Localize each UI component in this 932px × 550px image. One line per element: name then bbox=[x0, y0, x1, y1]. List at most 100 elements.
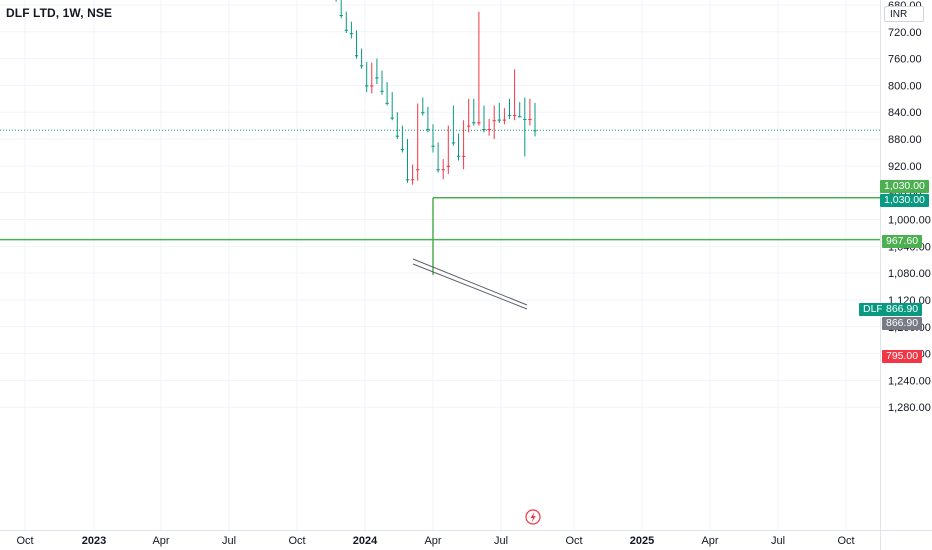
candle bbox=[395, 112, 399, 140]
candle-body bbox=[523, 118, 527, 120]
candle-body bbox=[533, 130, 537, 132]
y-tick-label: 840.00 bbox=[888, 107, 922, 119]
x-tick-label: Jul bbox=[771, 535, 785, 547]
candle bbox=[410, 164, 415, 185]
candle bbox=[421, 97, 425, 116]
y-tick-label: 1,280.00 bbox=[888, 402, 931, 414]
candle-body bbox=[446, 165, 450, 167]
candle-body bbox=[461, 155, 466, 157]
trendline-upper[interactable] bbox=[412, 258, 528, 306]
candle-body bbox=[395, 135, 399, 137]
candle-body bbox=[482, 128, 486, 130]
candle bbox=[456, 133, 461, 161]
y-tick-label: 1,240.00 bbox=[888, 375, 931, 387]
x-tick-label: 2025 bbox=[630, 535, 654, 547]
x-tick-label: Jul bbox=[222, 535, 236, 547]
candle bbox=[472, 98, 476, 126]
candle bbox=[405, 139, 410, 183]
candle-body bbox=[375, 77, 379, 79]
candle bbox=[370, 62, 374, 94]
candle bbox=[497, 102, 501, 123]
candle-body bbox=[487, 128, 491, 130]
x-tick-label: Jul bbox=[494, 535, 508, 547]
candle bbox=[335, 0, 337, 2]
candle bbox=[426, 106, 430, 133]
x-tick-label: Apr bbox=[701, 535, 718, 547]
x-tick-label: Oct bbox=[837, 535, 854, 547]
target-price-badge: 1,030.00 bbox=[880, 180, 929, 193]
candle-body bbox=[405, 179, 410, 181]
candle-body bbox=[477, 122, 481, 124]
candle-body bbox=[421, 112, 425, 114]
candle-body bbox=[456, 155, 461, 157]
currency-button[interactable]: INR bbox=[884, 6, 924, 22]
candle bbox=[349, 21, 354, 39]
candle-body bbox=[365, 85, 369, 87]
candle-body bbox=[528, 118, 532, 120]
x-tick-label: Oct bbox=[16, 535, 33, 547]
candle bbox=[436, 142, 440, 173]
candle-body bbox=[497, 119, 501, 121]
candle bbox=[518, 102, 522, 118]
candle bbox=[416, 103, 420, 181]
price-axis[interactable]: 560.00600.00640.00680.00720.00760.00800.… bbox=[880, 0, 931, 550]
candle bbox=[431, 124, 435, 153]
candle bbox=[482, 105, 486, 133]
candle bbox=[523, 97, 527, 157]
candle bbox=[467, 98, 471, 133]
candle bbox=[461, 120, 466, 170]
candle-body bbox=[410, 179, 415, 181]
candle-body bbox=[451, 142, 456, 144]
candle-body bbox=[416, 169, 420, 171]
x-tick-label: 2023 bbox=[82, 535, 106, 547]
candle-body bbox=[492, 120, 496, 122]
candle-body bbox=[349, 33, 354, 35]
candle-body bbox=[380, 90, 384, 92]
candle bbox=[528, 98, 532, 126]
candle bbox=[446, 125, 450, 174]
drawing-lines[interactable] bbox=[0, 129, 880, 310]
candle-body bbox=[400, 149, 405, 151]
x-tick-label: Oct bbox=[565, 535, 582, 547]
candle-body bbox=[426, 128, 430, 130]
y-tick-label: 920.00 bbox=[888, 161, 922, 173]
y-tick-label: 720.00 bbox=[888, 27, 922, 39]
y-tick-label: 880.00 bbox=[888, 134, 922, 146]
symbol-title[interactable]: DLF LTD, 1W, NSE bbox=[6, 6, 113, 20]
candle bbox=[487, 118, 491, 136]
candle-body bbox=[507, 114, 512, 116]
trendline-lower[interactable] bbox=[412, 263, 528, 310]
candle bbox=[380, 70, 384, 95]
x-tick-label: Apr bbox=[152, 535, 169, 547]
x-tick-label: 2024 bbox=[353, 535, 378, 547]
candles bbox=[335, 0, 537, 185]
candle bbox=[533, 102, 537, 137]
symbol-badge: DLF bbox=[859, 303, 887, 316]
candle bbox=[441, 159, 445, 180]
candle-body bbox=[472, 122, 476, 124]
time-axis[interactable]: Oct 2023 Apr Jul Oct 2024 Apr Jul Oct 2025 Apr Jul O… bbox=[0, 530, 932, 548]
candle-body bbox=[370, 85, 374, 87]
y-tick-label: 800.00 bbox=[888, 80, 922, 92]
lightning-icon[interactable] bbox=[525, 509, 541, 525]
x-tick-label: Oct bbox=[288, 535, 305, 547]
candle bbox=[385, 82, 389, 106]
candle-body bbox=[518, 116, 522, 118]
candle bbox=[492, 105, 496, 140]
support-price-badge: 795.00 bbox=[882, 350, 923, 363]
candle bbox=[451, 105, 456, 146]
candle bbox=[507, 98, 512, 119]
candle-body bbox=[344, 29, 348, 31]
candle-body bbox=[354, 55, 359, 57]
candle-body bbox=[339, 15, 343, 17]
candle-body bbox=[512, 114, 517, 116]
last-price-gray-badge: 866.90 bbox=[882, 317, 923, 330]
resistance-price-badge: 967.60 bbox=[882, 235, 923, 248]
candle-body bbox=[467, 125, 471, 127]
y-tick-label: 1,000.00 bbox=[888, 215, 931, 227]
candle bbox=[512, 69, 517, 121]
candle bbox=[477, 11, 481, 126]
candle-body bbox=[502, 119, 507, 121]
candle bbox=[359, 48, 364, 69]
